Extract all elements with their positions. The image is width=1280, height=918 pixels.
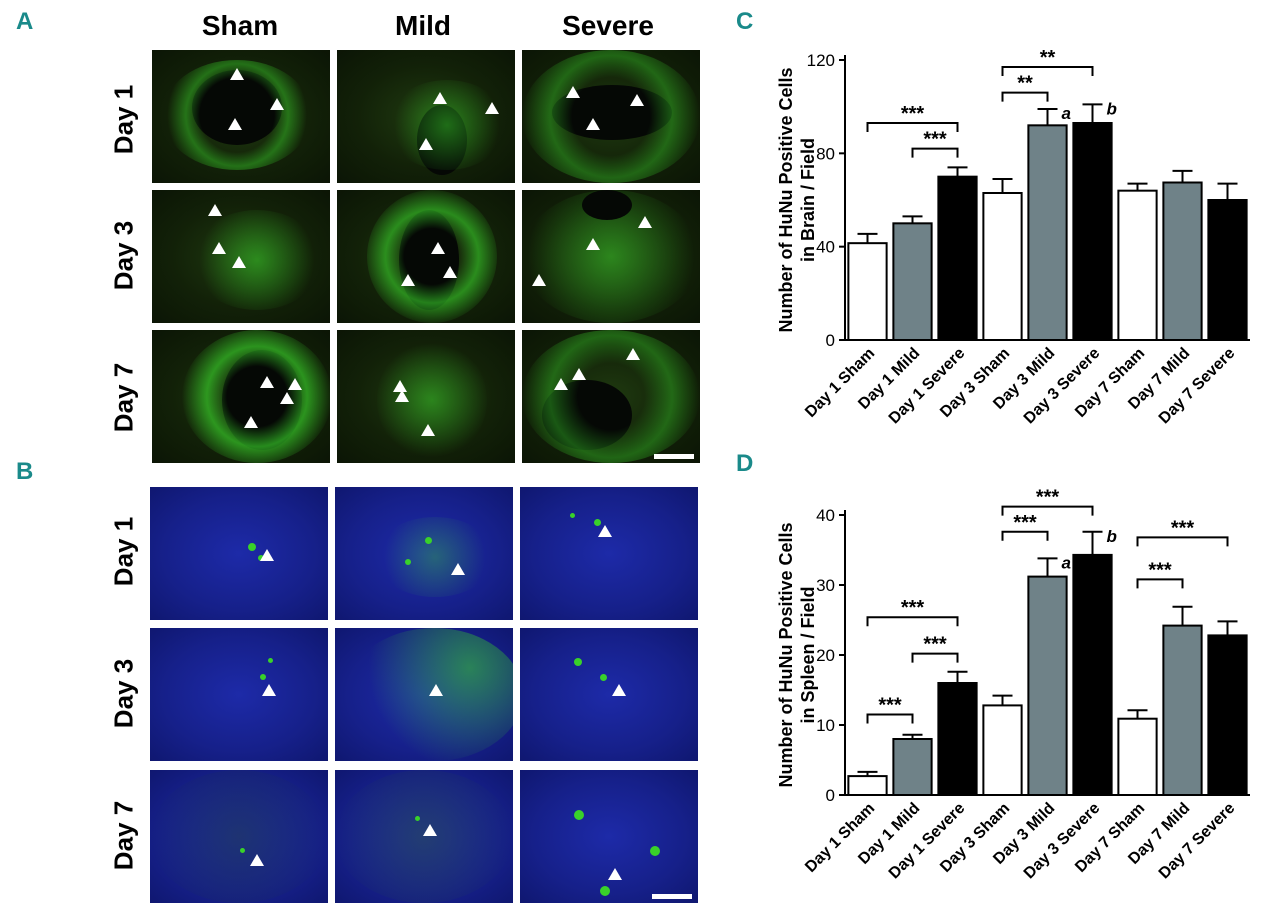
chart-d-bracket-label-6: *** bbox=[1171, 517, 1195, 539]
chart-d-bracket-5 bbox=[1136, 578, 1184, 589]
panel-letter-a: A bbox=[16, 8, 34, 35]
micrograph-b-sham-day1 bbox=[150, 487, 328, 620]
chart-d-bar-6 bbox=[1117, 717, 1158, 796]
chart-c-bar-7 bbox=[1162, 181, 1203, 341]
chart-d-bar-1 bbox=[892, 738, 933, 796]
row-header-a-day3: Day 3 bbox=[108, 220, 139, 291]
chart-c-bracket-label-2: ** bbox=[1040, 47, 1056, 69]
row-header-b-day3: Day 3 bbox=[108, 658, 139, 729]
row-header-a-day7: Day 7 bbox=[108, 362, 139, 433]
chart-d-ytick-label-0: 0 bbox=[826, 786, 835, 805]
micrograph-a-sham-day7 bbox=[152, 330, 330, 463]
micrograph-a-sham-day3 bbox=[152, 190, 330, 323]
micrograph-a-severe-day3 bbox=[522, 190, 700, 323]
bar-chart-spleen: 0 10 20 30 40 Number of HuNu Positive Cells in… bbox=[776, 487, 1250, 882]
panel-letter-d: D bbox=[736, 450, 754, 477]
micrograph-b-mild-day7 bbox=[335, 770, 513, 903]
chart-d-bar-3 bbox=[982, 704, 1023, 796]
chart-d-bar-7 bbox=[1162, 624, 1203, 796]
chart-d-bracket-label-3: *** bbox=[1013, 512, 1037, 534]
chart-c-ylabel-line1: Number of HuNu Positive Cells bbox=[776, 67, 796, 332]
chart-d-bracket-3 bbox=[1001, 530, 1049, 541]
panel-letter-b: B bbox=[16, 458, 34, 485]
column-header-severe: Severe bbox=[562, 10, 654, 41]
chart-c-ytick-label-2: 80 bbox=[816, 144, 835, 163]
micrograph-b-sham-day7 bbox=[150, 770, 328, 903]
chart-d-bar-2 bbox=[937, 682, 978, 796]
chart-c-bar-letter-0: a bbox=[1062, 104, 1071, 123]
panel-letter-c: C bbox=[736, 8, 754, 35]
chart-d-bar-0 bbox=[847, 775, 888, 797]
micrograph-b-severe-day3 bbox=[520, 628, 698, 761]
micrograph-b-mild-day3 bbox=[335, 628, 513, 761]
chart-d-ytick-label-1: 10 bbox=[816, 716, 835, 735]
chart-c-bar-1 bbox=[892, 222, 933, 341]
chart-d-bar-8 bbox=[1207, 634, 1248, 796]
chart-d-bracket-label-1: *** bbox=[901, 597, 925, 619]
chart-d-bracket-4 bbox=[1001, 505, 1094, 516]
chart-d-bracket-label-4: *** bbox=[1036, 487, 1060, 509]
chart-c-bar-4 bbox=[1027, 124, 1068, 342]
chart-d-bracket-2 bbox=[911, 652, 959, 663]
chart-c-bracket-label-0: *** bbox=[901, 103, 925, 125]
chart-d-ytick-label-3: 30 bbox=[816, 576, 835, 595]
micrograph-b-sham-day3 bbox=[150, 628, 328, 761]
chart-c-bracket-1 bbox=[911, 147, 959, 158]
column-header-sham: Sham bbox=[201, 10, 279, 41]
micrograph-b-mild-day1 bbox=[335, 487, 513, 620]
chart-c-bracket-2 bbox=[1001, 66, 1094, 76]
bar-chart-brain: 0 40 80 120 Number of HuNu Positive Cells in … bbox=[776, 47, 1250, 427]
chart-d-bar-5 bbox=[1072, 553, 1113, 797]
chart-c-ytick-label-3: 120 bbox=[807, 51, 835, 70]
chart-d-bracket-label-5: *** bbox=[1148, 559, 1172, 581]
chart-d-bar-letter-1: b bbox=[1107, 527, 1117, 546]
micrograph-a-severe-day7 bbox=[522, 330, 700, 463]
chart-d-ytick-label-4: 40 bbox=[816, 506, 835, 525]
micrograph-b-severe-day7 bbox=[520, 770, 698, 903]
chart-d-bracket-1 bbox=[866, 616, 959, 627]
micrograph-a-mild-day3 bbox=[337, 190, 515, 323]
scale-bar-b bbox=[652, 894, 692, 899]
chart-d-bracket-label-0: *** bbox=[878, 695, 902, 717]
chart-c-bar-5 bbox=[1072, 122, 1113, 341]
chart-c-bracket-0 bbox=[866, 122, 959, 132]
micrograph-a-mild-day7 bbox=[337, 330, 515, 463]
micrograph-a-sham-day1 bbox=[152, 50, 330, 183]
chart-c-bar-2 bbox=[937, 175, 978, 341]
chart-d-ylabel-line1: Number of HuNu Positive Cells bbox=[776, 522, 796, 787]
chart-c-ylabel-line2: in Brain / Field bbox=[798, 138, 818, 262]
scale-bar-a bbox=[654, 454, 694, 459]
row-header-b-day1: Day 1 bbox=[108, 516, 139, 587]
chart-d-ytick-label-2: 20 bbox=[816, 646, 835, 665]
chart-c-bracket-label-1: *** bbox=[923, 129, 947, 151]
chart-c-bar-0 bbox=[847, 242, 888, 342]
chart-d-bracket-label-2: *** bbox=[923, 634, 947, 656]
chart-c-bar-8 bbox=[1207, 199, 1248, 341]
micrograph-a-mild-day1 bbox=[337, 50, 515, 183]
micrograph-b-severe-day1 bbox=[520, 487, 698, 620]
chart-c-bar-6 bbox=[1117, 189, 1158, 341]
chart-c-bracket-3 bbox=[1001, 91, 1049, 102]
chart-c-bracket-label-3: ** bbox=[1017, 73, 1033, 95]
chart-d-bracket-6 bbox=[1136, 536, 1229, 547]
chart-c-bar-letter-1: b bbox=[1107, 99, 1117, 118]
chart-d-bar-letter-0: a bbox=[1062, 553, 1071, 572]
row-header-b-day7: Day 7 bbox=[108, 800, 139, 871]
chart-d-bar-4 bbox=[1027, 575, 1068, 796]
chart-c-ytick-label-1: 40 bbox=[816, 238, 835, 257]
chart-d-ylabel-line2: in Spleen / Field bbox=[798, 586, 818, 723]
chart-c-bar-3 bbox=[982, 192, 1023, 341]
column-header-mild: Mild bbox=[395, 10, 451, 41]
chart-c-ytick-label-0: 0 bbox=[826, 331, 835, 350]
micrograph-a-severe-day1 bbox=[522, 50, 700, 183]
chart-d-bracket-0 bbox=[866, 713, 914, 724]
row-header-a-day1: Day 1 bbox=[108, 84, 139, 155]
